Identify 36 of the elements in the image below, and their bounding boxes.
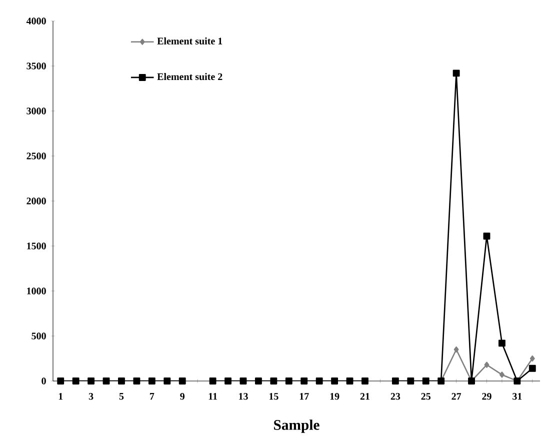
x-tick-label: 7 xyxy=(150,393,154,400)
x-axis-title: Sample xyxy=(274,420,320,433)
x-tick-label: 17 xyxy=(300,393,309,400)
y-tick-label: 3500 xyxy=(26,62,46,70)
point xyxy=(452,70,460,77)
point xyxy=(483,232,490,240)
point xyxy=(528,364,536,372)
x-tick-label: 9 xyxy=(180,393,185,400)
x-tick-label: 29 xyxy=(482,393,492,400)
x-tick-label: 27 xyxy=(452,393,462,400)
point xyxy=(498,340,506,347)
point xyxy=(530,355,535,362)
x-tick-label: 1 xyxy=(58,393,63,400)
x-tick-label: 19 xyxy=(330,393,340,400)
legend-label: Element suite 2 xyxy=(157,73,222,80)
x-tick-label: 25 xyxy=(421,393,430,400)
x-tick-label: 21 xyxy=(360,393,370,400)
y-tick-label: 2000 xyxy=(26,198,46,204)
y-tick-label: 0 xyxy=(42,378,46,384)
x-tick-label: 5 xyxy=(119,393,124,400)
point xyxy=(484,362,490,368)
y-tick-label: 500 xyxy=(32,332,46,340)
y-tick-label: 3000 xyxy=(26,108,46,114)
point xyxy=(499,372,504,378)
point xyxy=(454,346,459,353)
y-tick-label: 1500 xyxy=(27,242,46,250)
x-tick-label: 31 xyxy=(512,393,522,400)
y-tick-label: 4000 xyxy=(26,18,46,24)
x-tick-label: 3 xyxy=(88,393,94,400)
legend-label: Element suite 1 xyxy=(157,37,222,44)
x-tick-label: 15 xyxy=(269,393,278,400)
x-tick-label: 11 xyxy=(208,393,217,400)
y-tick-label: 1000 xyxy=(27,288,46,294)
x-tick-label: 23 xyxy=(390,393,400,400)
y-tick-label: 2500 xyxy=(26,152,46,160)
x-tick-label: 13 xyxy=(239,393,248,400)
